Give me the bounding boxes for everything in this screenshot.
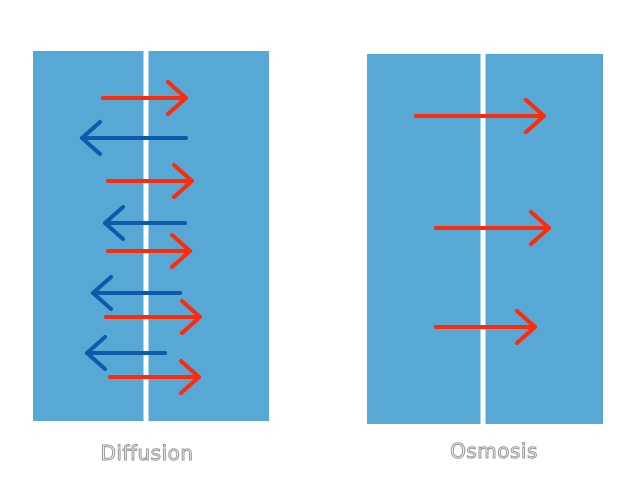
diffusion-arrow-left-icon — [103, 205, 187, 241]
arrows-layer — [80, 80, 551, 395]
diffusion-arrow-right-icon — [101, 80, 188, 116]
diffusion-label: Diffusion — [100, 441, 194, 466]
diffusion-arrow-right-icon — [106, 233, 192, 269]
osmosis-arrow-right-icon — [434, 210, 551, 246]
diffusion-arrow-right-icon — [108, 359, 201, 395]
diffusion-arrow-left-icon — [85, 335, 167, 371]
osmosis-arrow-right-icon — [414, 98, 546, 134]
diffusion-arrow-left-icon — [91, 275, 182, 311]
diffusion-arrow-right-icon — [106, 163, 194, 199]
diffusion-arrow-left-icon — [80, 120, 188, 156]
osmosis-label: Osmosis — [450, 439, 538, 464]
diffusion-arrow-right-icon — [104, 299, 202, 335]
diffusion-water-panel — [33, 51, 269, 421]
osmosis-arrow-right-icon — [434, 309, 537, 345]
